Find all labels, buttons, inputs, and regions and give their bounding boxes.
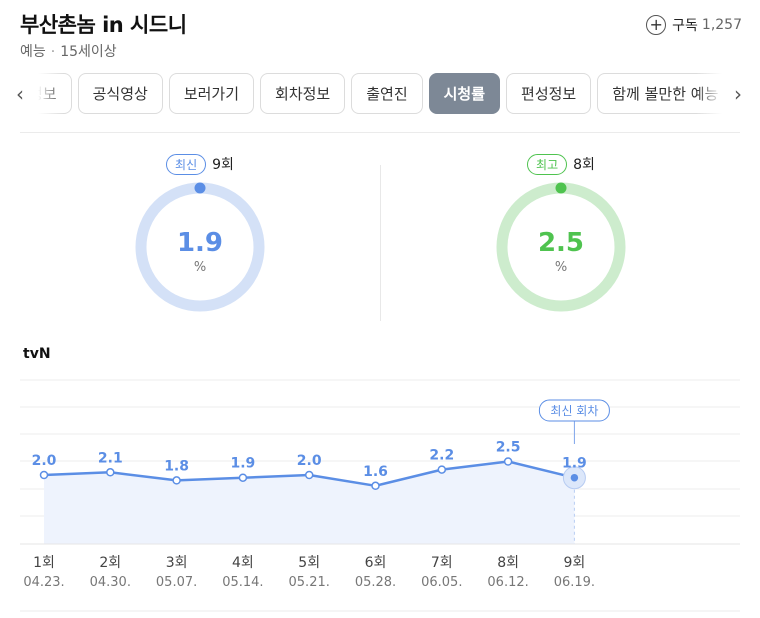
x-tick-episode: 5회 [298,555,320,571]
tab-2[interactable]: 보러가기 [168,73,255,114]
latest-rating-summary: 최신 9회 1.9 % [80,152,320,313]
x-tick-date: 05.07. [156,575,197,590]
data-label: 2.0 [32,453,57,469]
section-divider [20,132,740,133]
data-label: 2.2 [429,448,454,464]
tab-1[interactable]: 공식영상 [77,73,163,114]
data-point [39,470,49,480]
genre-label: 예능 [20,44,46,60]
latest-rating-value: 1.9 [177,228,223,258]
data-label: 2.0 [297,453,322,469]
data-point [172,476,181,485]
x-tick-date: 04.23. [23,575,64,590]
data-point [371,481,380,491]
x-tick-date: 06.19. [554,575,595,590]
x-tick-episode: 6회 [365,555,387,571]
program-title: 부산촌놈 in 시드니 [20,13,187,37]
latest-rating-unit: % [194,260,206,275]
chevron-left-icon[interactable]: ‹ [16,82,24,106]
latest-episode: 9회 [212,157,234,173]
latest-badge: 최신 [166,153,207,175]
tab-3[interactable]: 회차정보 [260,73,346,114]
data-point [437,465,447,474]
x-tick-episode: 7회 [431,555,453,571]
latest-episode-callout [538,399,610,422]
data-point [570,473,579,482]
age-rating-label: 15세이상 [60,44,117,60]
gauge-progress [496,182,626,312]
x-tick-date: 06.12. [487,575,528,590]
best-rating-summary: 최고 8회 2.5 % [441,152,681,313]
x-tick-episode: 8회 [497,555,519,571]
data-label: 2.5 [496,440,521,456]
best-rating-unit: % [555,260,567,275]
plus-icon: + [646,15,667,35]
x-tick-episode: 9회 [564,555,586,571]
tab-0[interactable]: 정보 [38,73,72,114]
data-point [503,457,513,466]
x-tick-episode: 3회 [166,555,188,571]
tab-6[interactable]: 편성정보 [506,73,592,114]
subscribe-label: 구독 [672,18,698,34]
data-point [106,468,115,477]
subscribe-button[interactable]: + 구독 1,257 [646,15,742,35]
x-tick-date: 06.05. [421,575,462,590]
x-tick-date: 05.28. [355,575,396,590]
data-label: 2.1 [98,450,123,466]
tab-bar: ‹ 정보공식영상보러가기회차정보출연진시청률편성정보함께 볼만한 예능 › [0,73,760,117]
x-tick-date: 04.30. [90,575,131,590]
data-point [238,473,248,482]
program-meta: 예능 · 15세이상 [20,41,117,61]
data-label: 1.9 [230,456,255,472]
rating-line-chart: 2.0 2.1 1.8 1.9 2.0 1.6 2.2 2.5 1.9 최신 회차 1회 04.23.… [20,379,740,612]
tab-7[interactable]: 함께 볼만한 예능 [597,73,722,114]
summary-divider [380,165,381,321]
x-tick-date: 05.14. [222,575,263,590]
tab-4[interactable]: 출연진 [351,73,423,114]
best-rating-value: 2.5 [538,228,584,258]
tabs-track: 정보공식영상보러가기회차정보출연진시청률편성정보함께 볼만한 예능 [38,73,722,114]
best-badge: 최고 [527,153,568,175]
x-tick-episode: 4회 [232,555,254,571]
data-label: 1.9 [562,456,587,472]
meta-separator: · [50,44,56,60]
x-tick-episode: 1회 [33,555,55,571]
tab-5[interactable]: 시청률 [428,73,501,114]
chevron-right-icon[interactable]: › [734,82,742,106]
data-label: 1.8 [164,458,189,474]
x-tick-date: 05.21. [289,575,330,590]
latest-rating-gauge: 1.9 % [135,182,265,312]
subscribe-count: 1,257 [701,17,742,33]
channel-label: tvN [23,346,51,362]
tabs-viewport: 정보공식영상보러가기회차정보출연진시청률편성정보함께 볼만한 예능 [38,73,722,117]
gauge-progress [135,182,265,312]
latest-episode-callout-label: 최신 회차 [550,404,598,418]
best-episode: 8회 [573,157,595,173]
data-label: 1.6 [363,464,388,480]
x-tick-episode: 2회 [99,555,121,571]
best-rating-gauge: 2.5 % [496,182,626,312]
data-point [304,470,314,480]
